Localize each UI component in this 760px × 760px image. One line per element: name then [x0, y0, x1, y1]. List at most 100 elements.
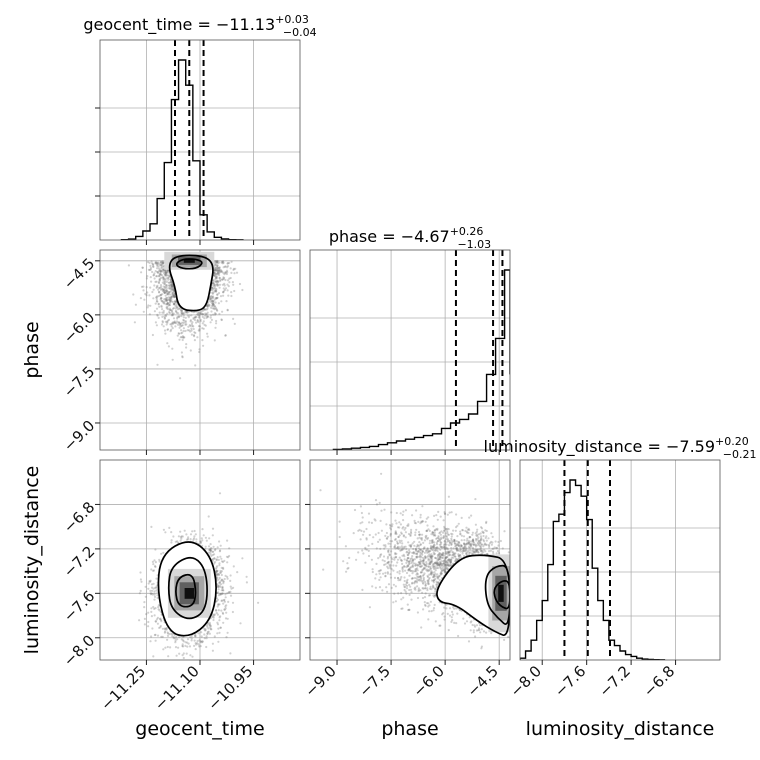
scatter-point [161, 268, 164, 271]
scatter-point [197, 320, 200, 324]
scatter-point [186, 638, 190, 641]
scatter-point [226, 283, 229, 286]
scatter-point [164, 269, 167, 272]
scatter-point [226, 265, 230, 268]
scatter-point [231, 281, 234, 284]
scatter-point [164, 273, 167, 276]
scatter-point [170, 295, 173, 298]
scatter-point [215, 600, 218, 603]
scatter-point [228, 547, 231, 550]
scatter-point [170, 309, 174, 312]
scatter-point [159, 276, 162, 280]
scatter-point [162, 311, 165, 314]
scatter-point [183, 336, 186, 339]
scatter-point [213, 266, 217, 269]
scatter-point [170, 314, 173, 317]
scatter-point [182, 321, 185, 324]
scatter-point [226, 592, 229, 595]
scatter-point [148, 313, 151, 316]
scatter-point [167, 632, 170, 635]
scatter-point [222, 271, 225, 274]
scatter-point [167, 290, 170, 293]
title-phase-median: −4.67 [401, 227, 450, 246]
scatter-point [159, 260, 162, 264]
scatter-point [164, 332, 167, 335]
scatter-point [217, 573, 220, 576]
tick-label-y-3: −4.5 [60, 254, 98, 292]
scatter-point [194, 364, 197, 367]
scatter-point [204, 628, 207, 631]
scatter-point [219, 279, 222, 283]
scatter-point [153, 277, 156, 280]
scatter-point [165, 284, 168, 287]
scatter-point [166, 328, 170, 331]
scatter-point [209, 548, 212, 552]
scatter-point [212, 299, 215, 303]
scatter-point [210, 304, 214, 307]
scatter-point [211, 303, 214, 306]
scatter-point [212, 307, 215, 310]
scatter-point [229, 574, 232, 577]
scatter-point [208, 623, 211, 626]
scatter-point [187, 536, 190, 539]
scatter-point [164, 271, 167, 274]
scatter-point [219, 585, 222, 589]
scatter-point [172, 293, 175, 297]
scatter-point [157, 271, 160, 275]
scatter-point [201, 313, 204, 316]
scatter-point [155, 618, 158, 621]
scatter-point [221, 310, 224, 313]
scatter-point [169, 278, 172, 281]
scatter-point [168, 299, 171, 302]
scatter-point [216, 296, 219, 300]
scatter-point [164, 285, 167, 288]
scatter-point [196, 336, 199, 339]
scatter-point [194, 648, 197, 651]
grid-hist-geocent-time [100, 40, 300, 240]
scatter-point [209, 543, 212, 546]
scatter-point [173, 321, 177, 324]
scatter-point [200, 631, 203, 634]
scatter-point [166, 303, 169, 306]
scatter-point [177, 332, 180, 335]
scatter-point [199, 541, 203, 545]
scatter-point [215, 268, 218, 271]
scatter-point [198, 314, 201, 317]
scatter-point [224, 271, 227, 274]
scatter-point [219, 593, 222, 596]
scatter-point [167, 291, 170, 295]
scatter-point [213, 268, 217, 271]
scatter-point [132, 293, 135, 296]
scatter-point [186, 645, 189, 648]
scatter-point [220, 560, 224, 563]
scatter-point [172, 288, 175, 291]
scatter-point [215, 261, 218, 264]
scatter-point [206, 332, 209, 335]
scatter-point [162, 261, 165, 264]
scatter-point [170, 281, 173, 284]
scatter-point [232, 283, 235, 286]
scatter-point [213, 614, 216, 617]
scatter-point [205, 313, 208, 316]
scatter-point [162, 291, 165, 294]
scatter-point [211, 307, 214, 310]
scatter-point [171, 300, 174, 304]
density-geocent-time-luminosity-distance [138, 492, 260, 660]
scatter-point [180, 332, 183, 335]
scatter-point [177, 316, 180, 319]
scatter-point [223, 282, 226, 285]
scatter-point [216, 261, 219, 264]
scatter-point [232, 268, 235, 271]
scatter-point [179, 308, 182, 311]
scatter-point [172, 303, 175, 306]
scatter-point [190, 637, 193, 640]
scatter-point [222, 621, 225, 624]
scatter-point [215, 609, 218, 612]
scatter-point [190, 314, 193, 317]
scatter-point [190, 329, 193, 332]
scatter-point [220, 318, 223, 322]
scatter-point [228, 277, 231, 280]
scatter-point [193, 335, 196, 338]
scatter-point [217, 585, 220, 589]
scatter-point [215, 289, 218, 292]
